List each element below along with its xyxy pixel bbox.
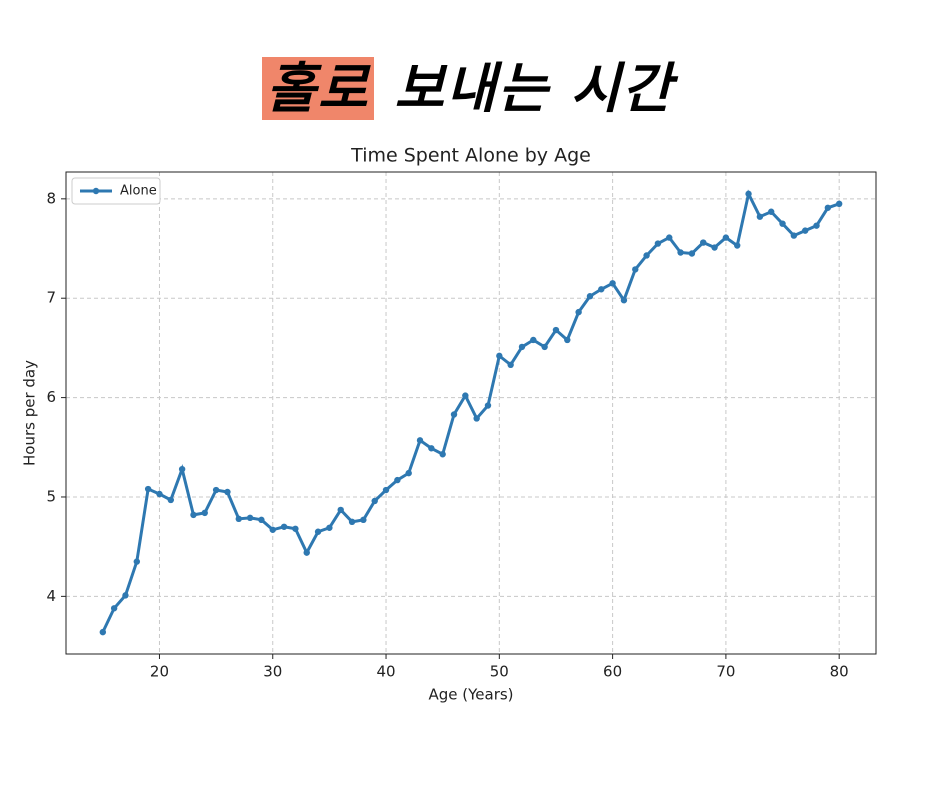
point: [394, 476, 401, 484]
point: [122, 592, 129, 599]
point: [360, 516, 367, 524]
point: [496, 352, 503, 360]
point: [654, 240, 662, 247]
banner-text: 보내는 시간: [394, 57, 674, 120]
point: [280, 523, 288, 530]
point: [201, 509, 208, 517]
y-tick-label: 6: [46, 388, 56, 406]
banner-highlight: 홀로: [262, 57, 374, 120]
point: [575, 308, 582, 316]
point: [110, 605, 118, 612]
legend-label: Alone: [120, 184, 157, 199]
point: [677, 249, 684, 256]
x-axis-label: Age (Years): [428, 686, 513, 704]
point: [212, 486, 220, 494]
point: [405, 469, 412, 477]
point: [382, 486, 390, 494]
point: [178, 465, 186, 473]
point: [99, 628, 107, 636]
point: [371, 497, 378, 505]
point: [156, 490, 163, 498]
point: [258, 516, 265, 524]
point: [416, 437, 424, 444]
point: [507, 361, 514, 368]
point: [609, 280, 616, 287]
point: [541, 343, 548, 351]
point: [824, 204, 832, 211]
point: [144, 485, 152, 493]
x-tick-label: 30: [263, 663, 282, 681]
legend-box: [71, 177, 161, 205]
x-tick-label: 20: [150, 663, 169, 681]
point: [552, 326, 560, 334]
point: [439, 451, 446, 458]
point: [790, 232, 798, 239]
point: [246, 514, 254, 522]
x-tick-label: 40: [376, 663, 395, 681]
point: [473, 415, 480, 422]
point: [462, 392, 469, 399]
x-tick-label: 70: [716, 663, 735, 681]
y-tick-label: 5: [46, 487, 56, 505]
point: [700, 239, 707, 246]
y-tick-label: 7: [46, 289, 56, 307]
point: [711, 244, 718, 251]
point: [235, 515, 242, 523]
point: [688, 250, 696, 257]
point: [768, 208, 775, 215]
point: [564, 336, 571, 344]
point: [518, 343, 526, 351]
y-tick-label: 8: [46, 189, 56, 207]
x-tick-label: 50: [490, 663, 509, 681]
point: [835, 200, 843, 208]
x-tick-label: 80: [830, 663, 849, 681]
point: [779, 220, 786, 227]
line: [101, 189, 840, 633]
y-axis-label: Hours per day: [21, 360, 39, 466]
point: [598, 286, 605, 293]
point: [190, 511, 197, 519]
point: [813, 222, 820, 229]
point: [530, 336, 537, 344]
point: [620, 297, 628, 304]
point: [133, 558, 141, 565]
point: [269, 526, 276, 533]
point: [348, 518, 356, 526]
y-tick-label: 4: [46, 587, 56, 605]
banner: 홀로 보내는 시간: [0, 44, 936, 123]
point: [326, 524, 333, 531]
point: [632, 266, 639, 273]
point: [428, 445, 435, 452]
point: [586, 293, 594, 300]
point: [734, 242, 741, 249]
point: [745, 190, 752, 198]
chart-title: Time Spent Alone by Age: [350, 145, 591, 167]
point: [722, 234, 730, 241]
point: [292, 525, 299, 532]
point: [224, 488, 231, 496]
point: [167, 496, 174, 504]
point: [303, 549, 310, 556]
x-tick-label: 60: [603, 663, 622, 681]
point: [801, 227, 809, 234]
point: [666, 234, 673, 241]
point: [484, 402, 492, 409]
point: [450, 411, 458, 418]
point: [314, 528, 322, 535]
plot-frame: [65, 171, 877, 655]
point: [756, 213, 764, 220]
legend-marker: [92, 187, 100, 195]
point: [643, 252, 650, 259]
point: [337, 506, 344, 514]
